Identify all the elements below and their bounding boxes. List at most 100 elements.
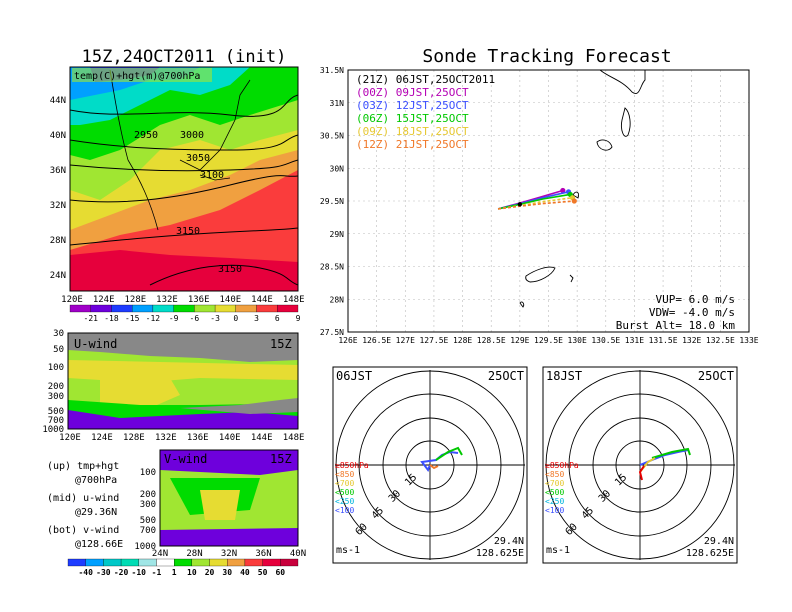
- hodo-level-label: <700: [335, 479, 354, 488]
- launch-point: [517, 202, 523, 207]
- colorbar-swatch: [256, 304, 278, 313]
- u-x-tick-label: 128E: [123, 433, 145, 443]
- colorbar-swatch: [277, 304, 299, 313]
- u-p-tick-label: 30: [53, 329, 64, 339]
- colorbar-swatch: [132, 304, 154, 313]
- tracking-y-tick-label: 31.5N: [320, 66, 344, 75]
- u-wind-frame: [67, 332, 299, 430]
- left-panel-title: 15Z,24OCT2011 (init): [82, 47, 287, 67]
- sonde-track-endpoint: [560, 187, 566, 194]
- tracking-title: Sonde Tracking Forecast: [422, 46, 671, 67]
- colorbar-tick-label: 40: [240, 568, 250, 577]
- tracking-y-tick-label: 30.5N: [320, 132, 344, 141]
- map-y-tick-label: 44N: [50, 96, 66, 106]
- sonde-track-endpoint: [571, 198, 577, 204]
- contour-label: 3100: [200, 170, 224, 181]
- tracking-x-tick-label: 132E: [682, 336, 701, 345]
- tracking-x-tick-label: 129.5E: [534, 336, 563, 345]
- hodo-lon: 128.625E: [686, 548, 734, 559]
- contour-label: 3050: [186, 153, 210, 164]
- colorbar-tick-label: 60: [275, 568, 285, 577]
- v-p-tick-label: 200: [140, 490, 156, 500]
- colorbar-tick-label: -1: [152, 568, 162, 577]
- tracking-y-tick-label: 30N: [330, 164, 345, 173]
- v-p-tick-label: 1000: [134, 542, 156, 552]
- v-x-tick-label: 36N: [255, 549, 271, 559]
- tracking-legend-entry: (12Z) 21JST,25OCT: [356, 138, 469, 151]
- v-p-tick-label: 500: [140, 516, 156, 526]
- v-wind-label: V-wind: [164, 452, 207, 466]
- colorbar-swatch: [227, 558, 246, 567]
- colorbar-tick-label: 30: [222, 568, 232, 577]
- hodo-level-label: <500: [335, 488, 354, 497]
- hodo-level-label: <100: [335, 506, 354, 515]
- colorbar-tick-label: 0: [233, 314, 238, 323]
- colorbar-swatch: [235, 304, 257, 313]
- map-x-tick-label: 124E: [93, 295, 115, 305]
- map-x-tick-label: 148E: [283, 295, 305, 305]
- map-y-tick-label: 36N: [50, 166, 66, 176]
- colorbar-tick-label: 50: [258, 568, 268, 577]
- colorbar-swatch: [173, 304, 195, 313]
- tracking-info: Burst Alt= 18.0 km: [616, 319, 736, 332]
- tracking-x-tick-label: 133E: [739, 336, 758, 345]
- legend-line: @700hPa: [75, 475, 117, 486]
- tracking-legend-entry: (09Z) 18JST,25OCT: [356, 125, 469, 138]
- colorbar-tick-label: -6: [190, 314, 200, 323]
- colorbar-tick-label: 3: [254, 314, 259, 323]
- v-p-tick-label: 300: [140, 500, 156, 510]
- hodo-lat: 29.4N: [494, 536, 524, 547]
- u-p-tick-label: 1000: [42, 425, 64, 435]
- tracking-x-tick-label: 131.5E: [649, 336, 678, 345]
- map-y-tick-label: 24N: [50, 271, 66, 281]
- colorbar-tick-label: -21: [84, 314, 99, 323]
- tracking-y-tick-label: 28N: [330, 295, 345, 304]
- u-x-tick-label: 124E: [91, 433, 113, 443]
- v-p-tick-label: 700: [140, 526, 156, 536]
- colorbar-tick-label: -18: [104, 314, 119, 323]
- hodo-level-label: <850: [335, 470, 354, 479]
- colorbar-swatch: [156, 558, 175, 567]
- v-p-tick-label: 100: [140, 468, 156, 478]
- v-wind-frame: [159, 449, 299, 547]
- v-wind-cross-section: [160, 450, 298, 546]
- temperature-map: [70, 67, 298, 291]
- u-x-tick-label: 136E: [187, 433, 209, 443]
- map-label: temp(C)+hgt(m)@700hPa: [74, 71, 200, 82]
- map-x-tick-label: 136E: [188, 295, 210, 305]
- colorbar-swatch: [194, 304, 216, 313]
- tracking-y-tick-label: 31N: [330, 99, 345, 108]
- map-y-tick-label: 40N: [50, 131, 66, 141]
- colorbar-swatch: [244, 558, 263, 567]
- tracking-x-tick-label: 130E: [568, 336, 587, 345]
- legend-line: @128.66E: [75, 539, 123, 550]
- tracking-x-tick-label: 132.5E: [706, 336, 735, 345]
- colorbar-tick-label: -30: [96, 568, 111, 577]
- colorbar-tick-label: 10: [187, 568, 197, 577]
- v-x-tick-label: 24N: [152, 549, 168, 559]
- contour-label: 3000: [180, 130, 204, 141]
- colorbar-swatch: [103, 558, 122, 567]
- legend-line: (mid) u-wind: [47, 493, 119, 504]
- u-wind-axis-ticks: 120E 124E 128E 132E 136E 140E 144E 148E 30 50 100 2…: [42, 329, 304, 443]
- map-x-tick-label: 120E: [61, 295, 83, 305]
- colorbar-swatch: [152, 304, 174, 313]
- hodo-level-label: <250: [335, 497, 354, 506]
- colorbar-swatch: [280, 558, 299, 567]
- hodo-lat: 29.4N: [704, 536, 734, 547]
- hodo-unit: ms-1: [336, 545, 360, 556]
- hodo-date: 25OCT: [488, 369, 524, 383]
- u-p-tick-label: 300: [48, 392, 64, 402]
- colorbar-swatch: [90, 304, 112, 313]
- colorbar-swatch: [69, 304, 91, 313]
- tracking-info: VUP= 6.0 m/s: [656, 293, 735, 306]
- colorbar-tick-label: 9: [296, 314, 301, 323]
- contour-label: 2950: [134, 130, 158, 141]
- tracking-legend-entry: (00Z) 09JST,25OCT: [356, 86, 469, 99]
- colorbar-tick-label: -3: [210, 314, 220, 323]
- tracking-axis-ticks: 126E 126.5E 127E 127.5E 128E 128.5E 129E 129.5E…: [320, 66, 759, 345]
- tracking-y-tick-label: 29N: [330, 230, 345, 239]
- colorbar-swatch: [209, 558, 228, 567]
- colorbar-swatch: [67, 558, 86, 567]
